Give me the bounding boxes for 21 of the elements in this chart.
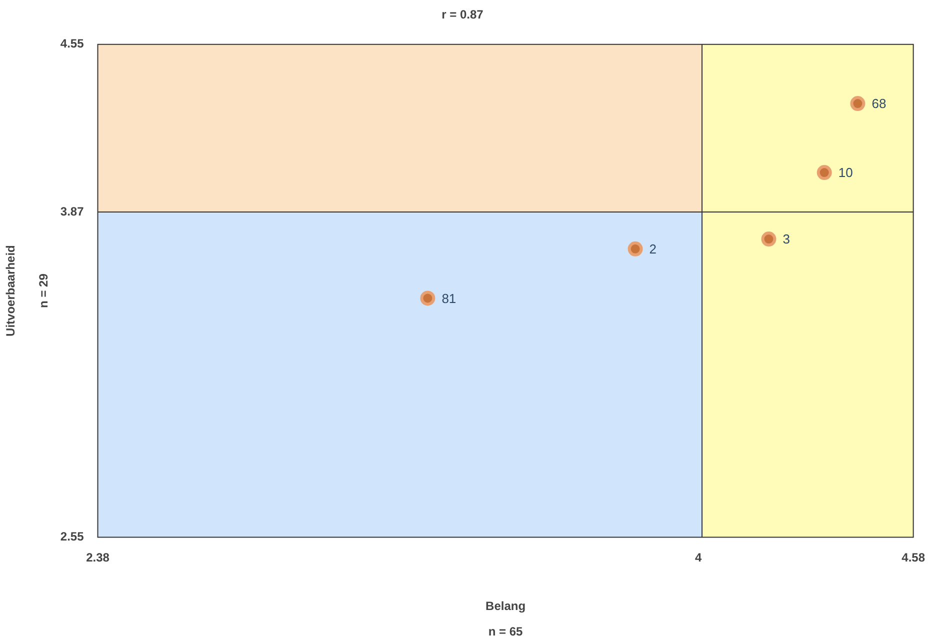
point <box>816 165 832 180</box>
annotation: 68 <box>872 96 886 112</box>
text: n = 29 <box>36 273 50 308</box>
point <box>628 241 643 256</box>
y-tick-label: 3.87 <box>60 204 84 218</box>
x-axis-title: Belang <box>486 599 526 614</box>
x-tick-label: 2.38 <box>86 550 110 565</box>
point <box>420 290 436 306</box>
y-tick-label: 2.55 <box>60 530 84 544</box>
y-axis-title: Uitvoerbaarheid <box>4 245 18 336</box>
chart-title: r = 0.87 <box>442 8 484 22</box>
annotation: 2 <box>649 241 657 256</box>
annotation: 81 <box>442 290 456 306</box>
point <box>761 232 776 247</box>
x-tick-label: 4 <box>694 550 702 565</box>
annotation: 3 <box>782 232 790 247</box>
point <box>850 96 866 112</box>
y-tick-label: 4.55 <box>60 36 84 51</box>
annotation: 10 <box>838 165 853 180</box>
x-tick-label: 4.58 <box>902 550 926 565</box>
text: n = 65 <box>488 624 524 638</box>
